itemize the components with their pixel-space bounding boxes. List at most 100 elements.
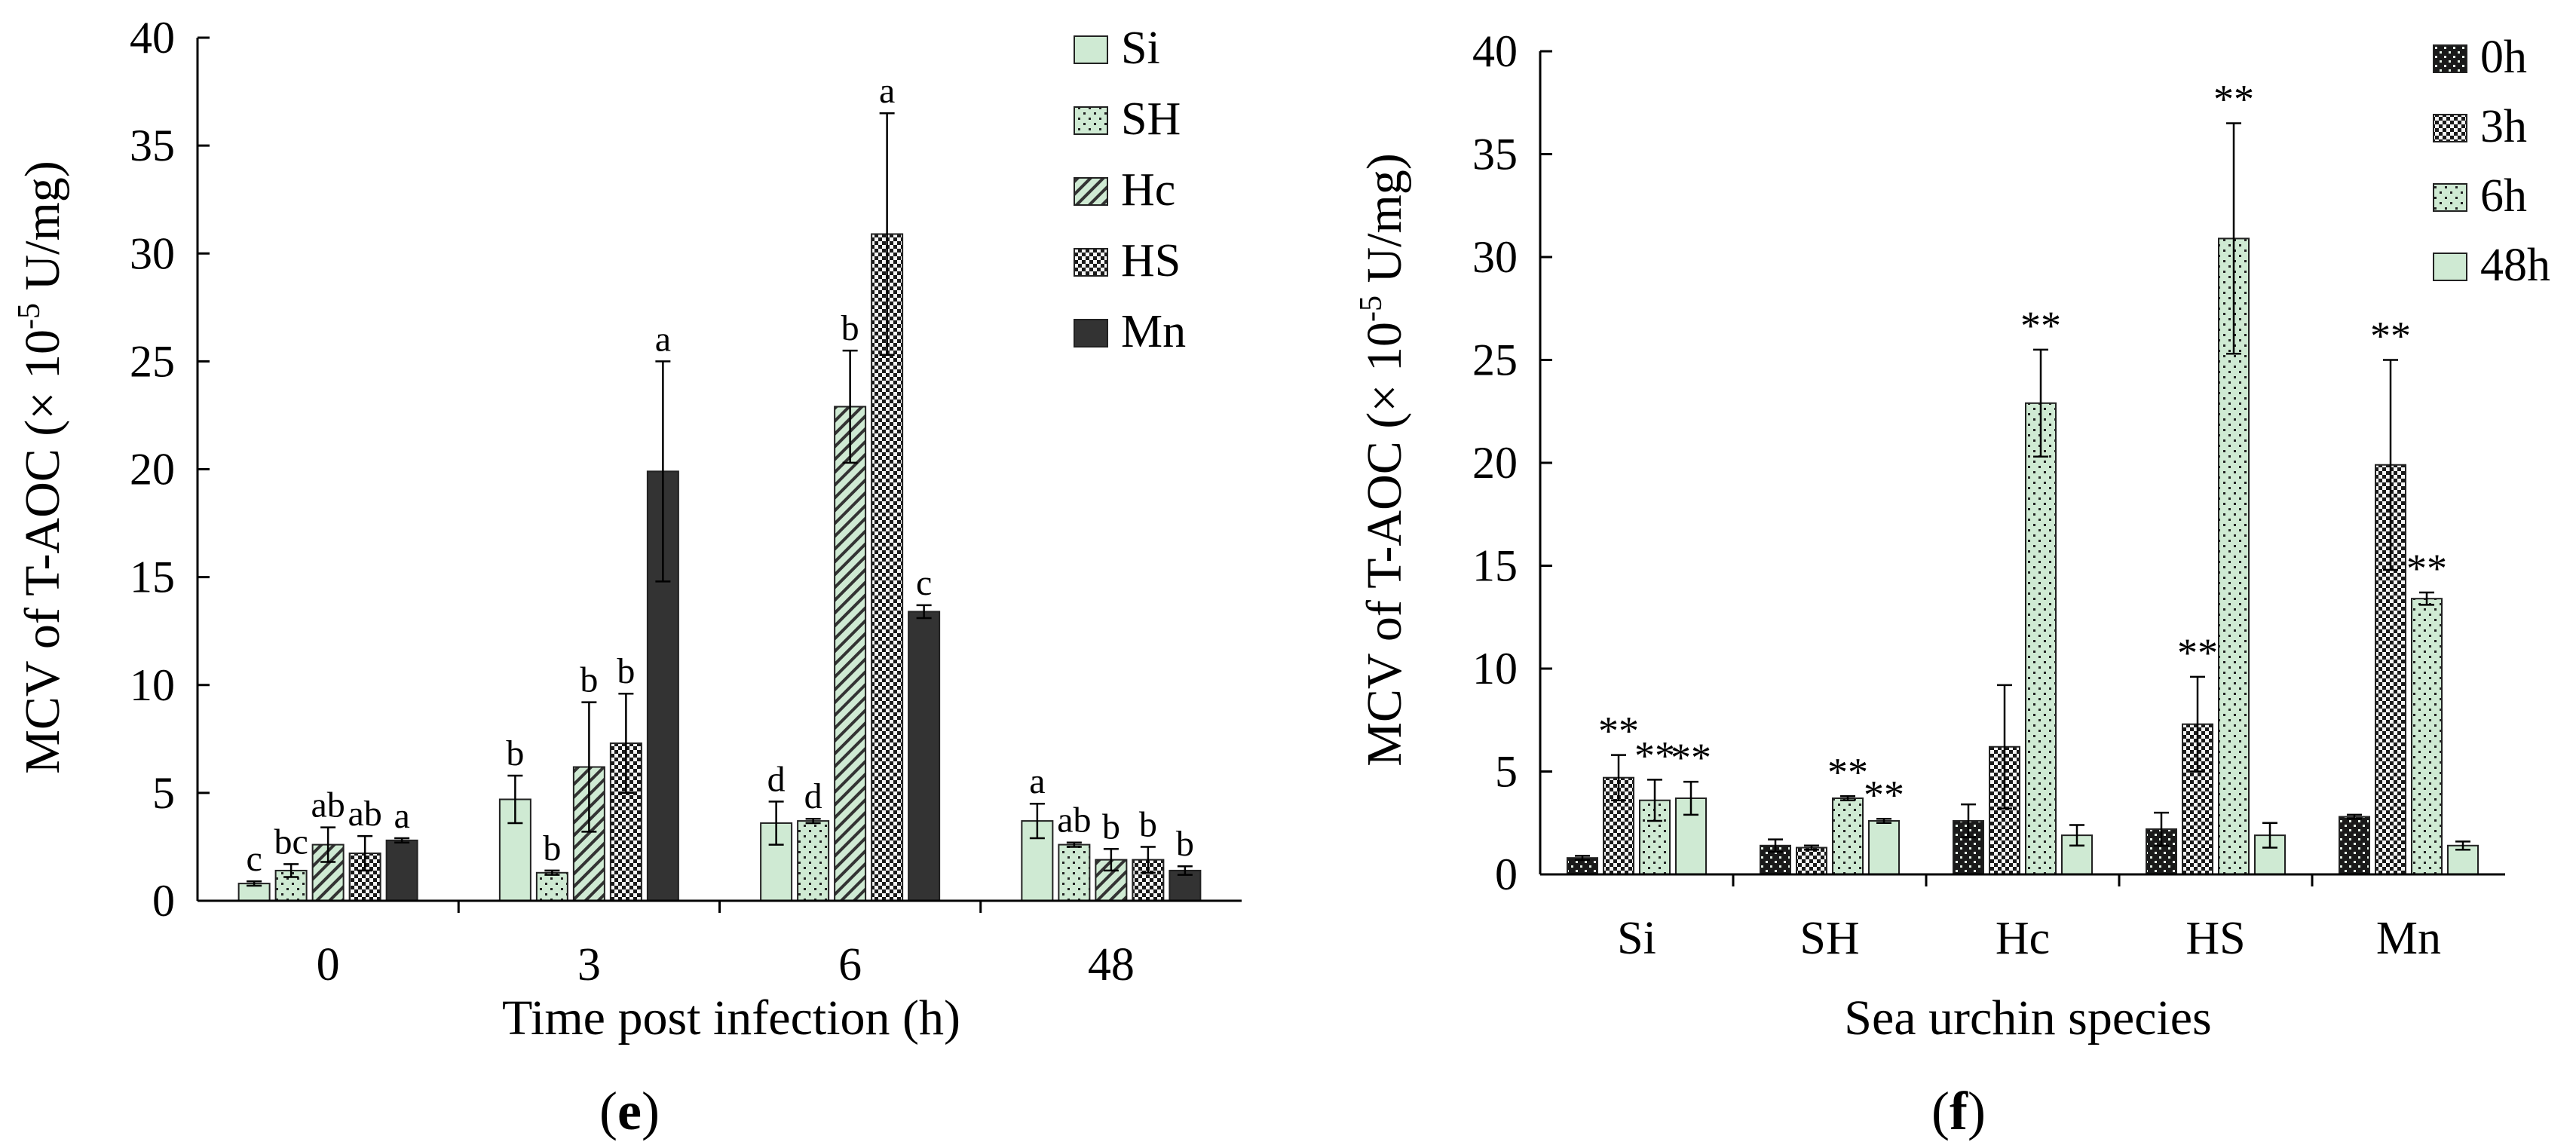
significance-label: d bbox=[767, 759, 786, 799]
y-tick-label: 30 bbox=[130, 228, 175, 278]
legend-label-sh: SH bbox=[1121, 93, 1181, 145]
y-tick-label: 30 bbox=[1472, 232, 1518, 282]
x-tick-label: 0 bbox=[317, 939, 340, 990]
legend-swatch-sh bbox=[1074, 106, 1108, 135]
legend-swatch-hc bbox=[1074, 177, 1108, 206]
significance-label: b bbox=[1139, 804, 1157, 844]
significance-label: b bbox=[1102, 807, 1120, 847]
y-axis-title-f: MCV of T-AOC (× 10-5 U/mg) bbox=[1354, 153, 1412, 767]
significance-label: ** bbox=[2020, 303, 2061, 348]
y-tick-label: 0 bbox=[1495, 850, 1518, 899]
significance-label: bc bbox=[274, 822, 308, 862]
x-tick-labels-f: Si SH Hc HS Mn bbox=[1617, 874, 2441, 964]
significance-label: ** bbox=[2370, 314, 2411, 359]
bar-mn-0 bbox=[385, 839, 418, 902]
bars-e bbox=[237, 112, 1202, 902]
y-tick-label: 35 bbox=[130, 121, 175, 170]
legend-swatch-0h bbox=[2433, 44, 2467, 73]
legend-e: Si SH Hc HS Mn bbox=[1074, 23, 1186, 357]
y-tick-label: 5 bbox=[152, 768, 175, 818]
x-tick-label: SH bbox=[1800, 913, 1859, 964]
x-tick-label: Mn bbox=[2376, 913, 2441, 964]
significance-label: ** bbox=[1827, 749, 1868, 794]
significance-label: a bbox=[394, 796, 409, 836]
x-tick-label: 48 bbox=[1088, 939, 1135, 990]
significance-label: ** bbox=[1598, 709, 1639, 754]
bar-3h-sh bbox=[1796, 847, 1827, 876]
bar-6h-sh bbox=[1832, 797, 1864, 875]
legend-swatch-mn bbox=[1074, 319, 1108, 347]
legend-swatch-si bbox=[1074, 35, 1108, 64]
bar-mn-6 bbox=[908, 611, 941, 902]
legend-label-3h: 3h bbox=[2480, 101, 2527, 152]
significance-label: b bbox=[506, 733, 524, 773]
x-axis-title-e: Time post infection (h) bbox=[502, 990, 960, 1046]
significance-label: b bbox=[543, 828, 561, 868]
legend-label-6h: 6h bbox=[2480, 170, 2527, 222]
significance-label: ** bbox=[2406, 546, 2447, 591]
x-tick-labels-e: 0 3 6 48 bbox=[317, 901, 1135, 990]
significance-label: ab bbox=[348, 794, 381, 834]
significance-label: d bbox=[804, 776, 822, 816]
significance-label: ** bbox=[1634, 733, 1675, 778]
y-axis-ticks-e: 0 5 10 15 20 25 30 35 40 bbox=[130, 13, 210, 926]
y-tick-label: 0 bbox=[152, 876, 175, 926]
y-tick-label: 40 bbox=[1472, 26, 1518, 76]
bar-sh-6 bbox=[797, 820, 830, 902]
x-tick-label: 3 bbox=[577, 939, 601, 990]
significance-label: a bbox=[1029, 761, 1045, 801]
y-tick-label: 20 bbox=[130, 445, 175, 494]
legend-label-48h: 48h bbox=[2480, 240, 2550, 291]
y-tick-label: 20 bbox=[1472, 438, 1518, 488]
legend-label-hc: Hc bbox=[1121, 164, 1175, 216]
x-tick-label: 6 bbox=[838, 939, 862, 990]
bar-48h-sh bbox=[1868, 820, 1900, 876]
x-tick-label: Si bbox=[1617, 913, 1656, 964]
bar-hc-6 bbox=[834, 406, 867, 902]
y-tick-label: 10 bbox=[130, 660, 175, 710]
significance-label: ** bbox=[1671, 735, 1711, 780]
significance-label: a bbox=[879, 71, 895, 111]
bar-sh-3 bbox=[535, 871, 568, 902]
y-axis-ticks-f: 0 5 10 15 20 25 30 35 40 bbox=[1472, 26, 1552, 899]
significance-label: b bbox=[841, 308, 859, 348]
y-tick-label: 35 bbox=[1472, 130, 1518, 179]
significance-label: c bbox=[246, 839, 262, 879]
y-tick-label: 40 bbox=[130, 13, 175, 63]
bar-sh-48 bbox=[1058, 843, 1091, 902]
x-tick-label: HS bbox=[2185, 913, 2245, 964]
legend-f: 0h 3h 6h 48h bbox=[2433, 32, 2550, 291]
x-tick-label: Hc bbox=[1996, 913, 2050, 964]
significance-label: b bbox=[1176, 824, 1194, 864]
y-tick-label: 15 bbox=[1472, 541, 1518, 591]
significance-label: ab bbox=[311, 785, 345, 825]
significance-label: ** bbox=[1864, 772, 1904, 817]
y-tick-label: 10 bbox=[1472, 644, 1518, 693]
bar-6h-hc bbox=[2025, 402, 2057, 875]
bar-0h-mn bbox=[2339, 816, 2370, 876]
y-axis-title-e: MCV of T-AOC (× 10-5 U/mg) bbox=[12, 161, 70, 774]
y-tick-label: 5 bbox=[1495, 747, 1518, 797]
legend-swatch-3h bbox=[2433, 114, 2467, 142]
bar-hs-0 bbox=[348, 853, 381, 902]
legend-swatch-6h bbox=[2433, 183, 2467, 212]
legend-label-si: Si bbox=[1121, 23, 1160, 74]
significance-label: a bbox=[655, 319, 671, 359]
significance-label: ab bbox=[1057, 801, 1091, 840]
significance-label: b bbox=[617, 651, 635, 691]
x-axis-title-f: Sea urchin species bbox=[1844, 990, 2212, 1046]
y-tick-label: 15 bbox=[130, 553, 175, 602]
significance-label: b bbox=[580, 660, 598, 700]
y-tick-label: 25 bbox=[130, 336, 175, 386]
panel-label-f: (f) bbox=[1931, 1081, 1986, 1141]
legend-label-0h: 0h bbox=[2480, 32, 2527, 83]
legend-swatch-hs bbox=[1074, 248, 1108, 277]
legend-label-mn: Mn bbox=[1121, 306, 1186, 357]
significance-label: ** bbox=[2213, 77, 2254, 122]
panel-label-e: (e) bbox=[599, 1081, 660, 1141]
significance-label: c bbox=[916, 563, 932, 603]
